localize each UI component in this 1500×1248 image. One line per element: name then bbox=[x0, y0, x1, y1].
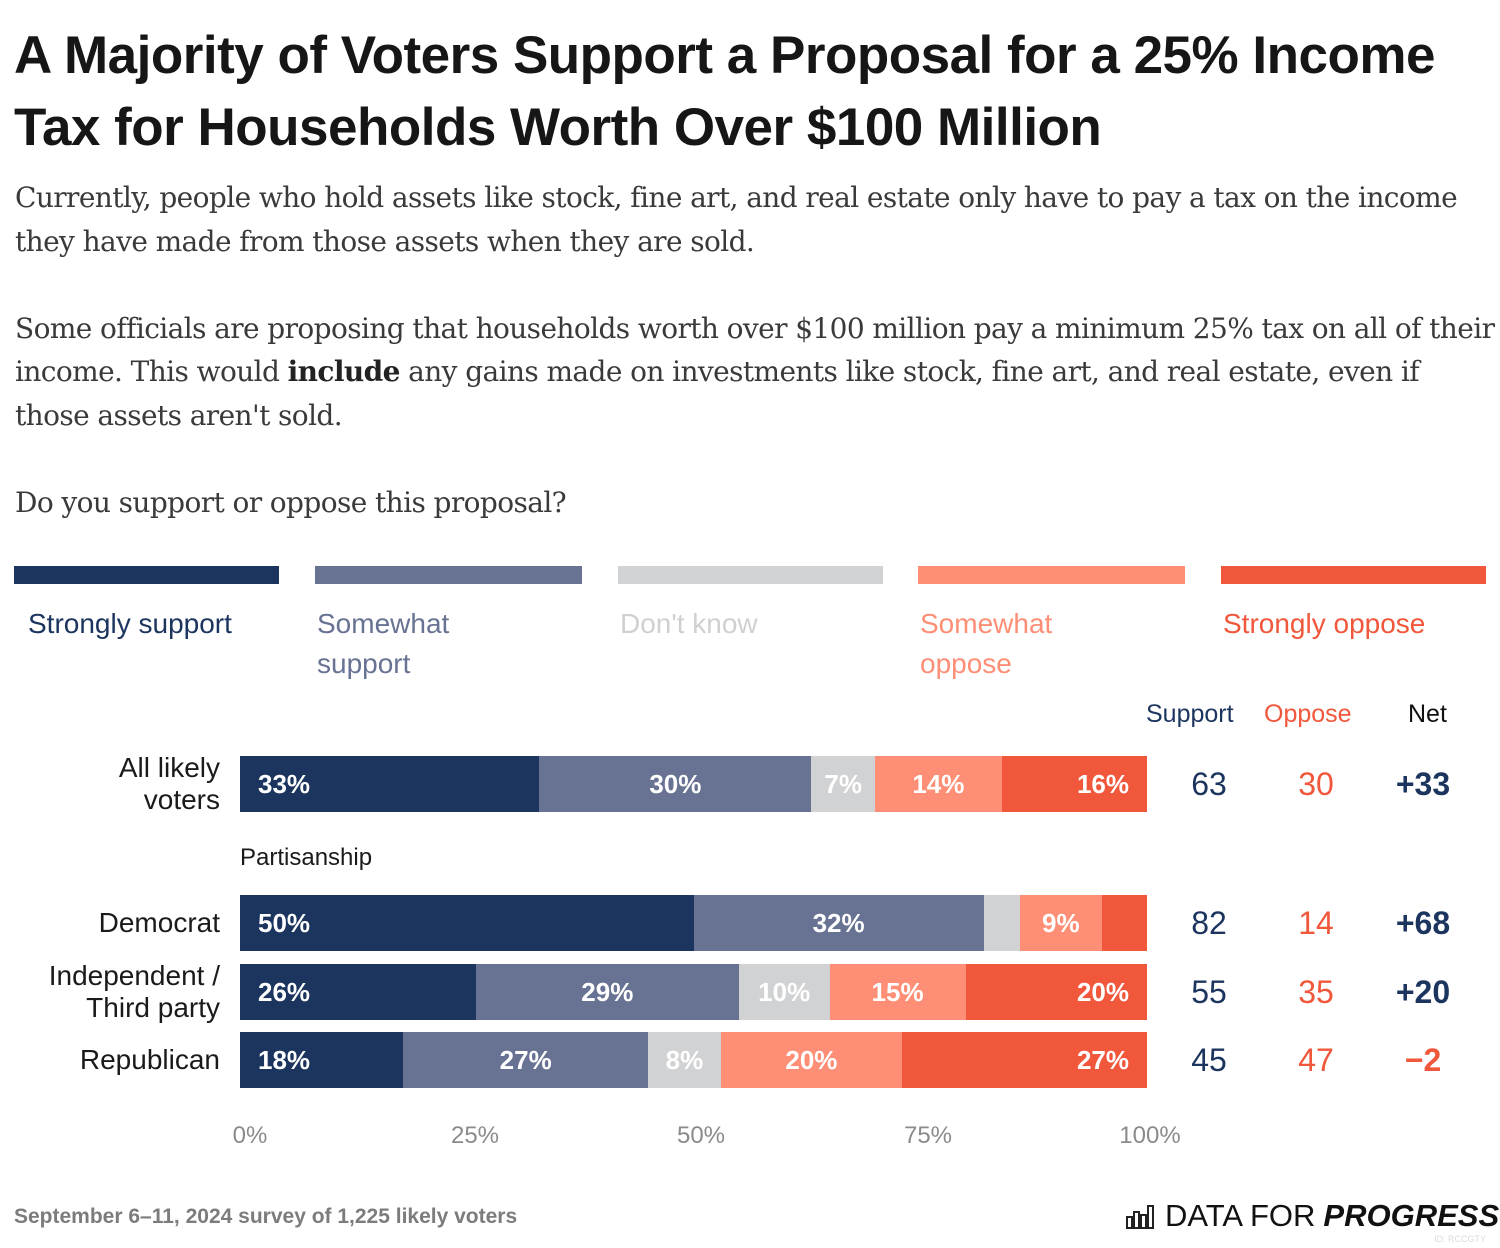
segment-value-label: 50% bbox=[258, 907, 311, 938]
x-tick-label: 50% bbox=[676, 1122, 726, 1149]
chart-title: A Majority of Voters Support a Proposal … bbox=[14, 26, 1435, 157]
segment-value-label: 20% bbox=[785, 1044, 838, 1075]
support-value: 45 bbox=[1191, 1042, 1227, 1078]
net-value: +33 bbox=[1395, 766, 1451, 802]
segment-value-label: 27% bbox=[1076, 1044, 1129, 1075]
support-value: 82 bbox=[1191, 905, 1227, 941]
legend-swatch bbox=[14, 566, 279, 584]
bar-segment-strongly-support bbox=[240, 964, 477, 1020]
footer-source: September 6–11, 2024 survey of 1,225 lik… bbox=[14, 1205, 518, 1228]
legend-item-dont-know: Don't know bbox=[618, 566, 883, 644]
chart-id: ID: RCCGTY bbox=[1433, 1234, 1486, 1244]
segment-value-label: 10% bbox=[758, 976, 811, 1007]
row-label: Democrat bbox=[98, 907, 220, 938]
support-value: 55 bbox=[1191, 974, 1227, 1010]
bar-segment-somewhat-oppose bbox=[829, 964, 967, 1020]
question-text: Do you support or oppose this proposal? bbox=[15, 485, 567, 519]
header-support: Support bbox=[1146, 700, 1234, 728]
segment-value-label: 18% bbox=[258, 1044, 311, 1075]
oppose-value: 14 bbox=[1298, 905, 1334, 941]
legend-swatch bbox=[618, 566, 883, 584]
legend-item-strongly-support: Strongly support bbox=[14, 566, 279, 644]
bar-segment-somewhat-support bbox=[693, 895, 985, 951]
segment-value-label: 29% bbox=[581, 976, 634, 1007]
x-tick-label: 100% bbox=[1119, 1122, 1181, 1149]
intro-p2-text-end: any gains made on investments like stock… bbox=[15, 355, 1420, 432]
bar-segment-dont-know bbox=[983, 895, 1021, 951]
legend-swatch bbox=[315, 566, 582, 584]
legend-swatch bbox=[1221, 566, 1486, 584]
bar-segment-somewhat-oppose bbox=[720, 1032, 903, 1088]
stacked-bar: 18% 27% 8% 20% 27% bbox=[240, 1032, 1148, 1088]
legend-item-somewhat-oppose: Somewhat oppose bbox=[918, 566, 1185, 684]
bar-segment-strongly-oppose bbox=[1001, 756, 1148, 812]
logo-text-light: DATA FOR bbox=[1165, 1198, 1316, 1233]
oppose-value: 35 bbox=[1298, 974, 1334, 1010]
intro-paragraph-2: Some officials are proposing that househ… bbox=[15, 307, 1495, 438]
bar-segment-strongly-oppose bbox=[902, 1032, 1148, 1088]
bar-segment-dont-know bbox=[738, 964, 831, 1020]
support-value: 63 bbox=[1191, 766, 1227, 802]
segment-value-label: 7% bbox=[824, 768, 862, 799]
net-value: +68 bbox=[1395, 905, 1451, 941]
segment-value-label: 16% bbox=[1076, 768, 1129, 799]
bar-chart-logo-icon bbox=[1126, 1205, 1154, 1229]
bar-segment-dont-know bbox=[811, 756, 876, 812]
segment-value-label: 32% bbox=[812, 907, 865, 938]
segment-value-label: 15% bbox=[871, 976, 924, 1007]
bar-segment-somewhat-support bbox=[475, 964, 740, 1020]
bar-segment-strongly-support bbox=[240, 756, 540, 812]
oppose-value: 47 bbox=[1298, 1042, 1334, 1078]
segment-value-label: 33% bbox=[258, 768, 311, 799]
segment-value-label: 9% bbox=[1042, 907, 1080, 938]
legend-swatch bbox=[918, 566, 1185, 584]
segment-value-label: 27% bbox=[499, 1044, 552, 1075]
bar-segment-strongly-support bbox=[240, 1032, 404, 1088]
x-tick-label: 0% bbox=[232, 1122, 268, 1149]
x-tick-label: 25% bbox=[450, 1122, 500, 1149]
bar-segment-somewhat-support bbox=[403, 1032, 649, 1088]
stacked-bar: 50% 32% 9% bbox=[240, 895, 1148, 951]
bar-segment-dont-know bbox=[648, 1032, 722, 1088]
legend-label: Strongly oppose bbox=[1223, 608, 1426, 639]
intro-text: Currently, people who hold assets like s… bbox=[15, 176, 1495, 568]
row-label: Republican bbox=[79, 1044, 220, 1075]
logo-text-bold: PROGRESS bbox=[1323, 1198, 1500, 1233]
x-tick-label: 75% bbox=[903, 1122, 953, 1149]
intro-p2-emphasis: include bbox=[287, 355, 401, 388]
stacked-bar: 26% 29% 10% 15% 20% bbox=[240, 964, 1148, 1020]
bar-segment-somewhat-support bbox=[539, 756, 812, 812]
row-label: Independent / Third party bbox=[48, 960, 220, 1023]
legend-label: Somewhat oppose bbox=[920, 608, 1053, 679]
segment-value-label: 8% bbox=[665, 1044, 704, 1075]
legend-label: Somewhat support bbox=[317, 608, 450, 679]
intro-p2-text: Some officials are proposing that househ… bbox=[15, 311, 1495, 389]
bar-segment-somewhat-oppose bbox=[1020, 895, 1103, 951]
bar-segment-strongly-oppose bbox=[1101, 895, 1148, 951]
row-label: All likely voters bbox=[118, 752, 220, 815]
legend-label: Don't know bbox=[620, 608, 758, 639]
net-value: −2 bbox=[1404, 1042, 1442, 1078]
header-oppose: Oppose bbox=[1264, 700, 1352, 728]
segment-value-label: 20% bbox=[1076, 976, 1129, 1007]
segment-value-label: 30% bbox=[649, 768, 702, 799]
segment-value-label: 14% bbox=[912, 768, 965, 799]
stacked-bar: 33% 30% 7% 14% 16% bbox=[240, 756, 1148, 812]
section-label-partisanship: Partisanship bbox=[240, 844, 373, 871]
oppose-value: 30 bbox=[1298, 766, 1334, 802]
legend-label: Strongly support bbox=[28, 608, 232, 639]
bar-segment-strongly-support bbox=[240, 895, 694, 951]
bar-segment-strongly-oppose bbox=[965, 964, 1148, 1020]
legend-item-somewhat-support: Somewhat support bbox=[315, 566, 582, 684]
logo: DATA FOR PROGRESS bbox=[1125, 1198, 1499, 1234]
bar-segment-somewhat-oppose bbox=[874, 756, 1003, 812]
segment-value-label: 26% bbox=[258, 976, 311, 1007]
legend-item-strongly-oppose: Strongly oppose bbox=[1221, 566, 1486, 644]
intro-paragraph-1: Currently, people who hold assets like s… bbox=[15, 181, 1458, 258]
header-net: Net bbox=[1408, 700, 1447, 728]
net-value: +20 bbox=[1395, 974, 1451, 1010]
